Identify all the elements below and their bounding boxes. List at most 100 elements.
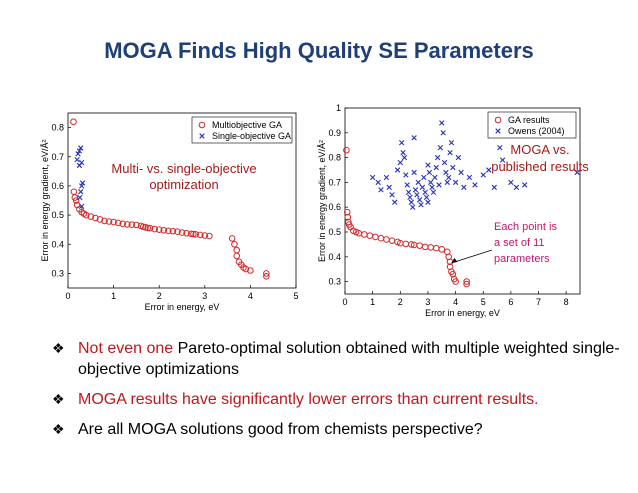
annotation-text: Multi- vs. single-objective (111, 161, 256, 176)
data-point (187, 230, 195, 238)
bullet-item: ❖ MOGA results have significantly lower e… (52, 389, 632, 410)
data-point (105, 218, 113, 225)
data-point (461, 184, 467, 191)
data-point (441, 159, 448, 166)
data-point (201, 232, 209, 239)
y-axis-label: Error in energy gradient, eV/Å² (317, 140, 327, 262)
bullet-list: ❖ Not even one Pareto-optimal solution ob… (52, 338, 632, 449)
data-point (425, 199, 431, 205)
legend-label: Owens (2004) (508, 126, 565, 136)
legend-box (487, 111, 577, 139)
data-point (432, 174, 438, 181)
x-tick-label: 3 (425, 297, 430, 307)
data-point (437, 144, 444, 151)
data-point (133, 221, 140, 229)
data-point (233, 252, 241, 260)
data-point (76, 162, 83, 169)
data-point (78, 189, 84, 195)
data-point (92, 214, 99, 222)
data-point (421, 174, 427, 181)
data-point (499, 157, 506, 163)
data-point (405, 189, 412, 196)
data-point (400, 149, 406, 156)
data-point (228, 235, 236, 242)
bullet-text: Are all MOGA solutions good from chemist… (78, 421, 483, 438)
legend-box (191, 116, 293, 144)
data-point (445, 174, 452, 181)
x-axis-label: Error in energy, eV (425, 308, 500, 318)
data-point (190, 230, 197, 238)
data-point (375, 179, 381, 186)
x-tick-label: 5 (481, 297, 486, 307)
bullet-text: MOGA results have significantly lower er… (78, 391, 539, 408)
data-point (151, 225, 158, 233)
y-tick-label: 0.5 (51, 210, 64, 220)
data-point (443, 169, 449, 176)
data-point (463, 280, 470, 288)
data-point (77, 194, 83, 201)
data-point (439, 120, 445, 126)
data-point (76, 148, 83, 154)
data-point (416, 197, 423, 203)
data-point (110, 218, 117, 226)
data-point (144, 224, 152, 232)
y-tick-label: 0.7 (51, 152, 64, 162)
data-point (343, 208, 351, 216)
x-tick-label: 2 (157, 291, 162, 301)
x-tick-label: 1 (370, 297, 375, 307)
data-point (343, 146, 350, 154)
data-point (383, 174, 390, 181)
x-tick-label: 8 (564, 297, 569, 307)
diamond-bullet-icon: ❖ (52, 391, 65, 407)
data-point (392, 199, 398, 205)
data-point (389, 192, 395, 198)
slide-title: MOGA Finds High Quality SE Parameters (104, 38, 534, 63)
data-point (415, 179, 421, 186)
callout-box (488, 216, 566, 268)
chart-moga-vs-published: 0 1 2 3 4 5 6 7 8 0.3 0.4 0.5 0.6 0.7 0.8 0.9 1 Error in … (317, 103, 589, 318)
legend-marker (495, 128, 501, 134)
callout-text: a set of 11 (494, 237, 545, 249)
data-point (412, 187, 419, 193)
data-point (242, 265, 250, 273)
annotation-text: optimization (149, 177, 218, 192)
data-point (508, 179, 514, 186)
y-tick-label: 0.3 (51, 268, 64, 278)
data-point (369, 174, 376, 181)
annotation-text: MOGA vs. (510, 142, 569, 157)
data-point (434, 154, 441, 161)
bullet-item: ❖ Not even one Pareto-optimal solution ob… (52, 338, 632, 380)
data-point (411, 135, 417, 141)
data-point (466, 174, 473, 181)
legend-marker (199, 133, 205, 139)
legend-label: GA results (508, 115, 550, 125)
callout-text: Each point is (494, 221, 557, 233)
data-point (411, 169, 417, 176)
data-point (192, 231, 199, 238)
x-tick-label: 2 (398, 297, 403, 307)
data-point (401, 154, 408, 161)
data-point (174, 228, 181, 236)
data-point (426, 169, 433, 176)
x-tick-label: 7 (536, 297, 541, 307)
legend-marker (198, 121, 206, 129)
diamond-bullet-icon: ❖ (52, 340, 65, 356)
data-point (70, 118, 77, 126)
data-point (160, 226, 168, 234)
data-point (87, 213, 95, 220)
arrow-head-icon (451, 258, 458, 263)
data-point (178, 229, 186, 236)
data-point (450, 164, 456, 171)
data-point (231, 240, 238, 248)
data-point (101, 217, 108, 225)
series-multiobjective-ga (70, 118, 270, 280)
data-point (96, 216, 104, 223)
legend-label: Multiobjective GA (212, 120, 282, 130)
legend-label: Single-objective GA (212, 131, 291, 141)
data-point (78, 183, 85, 189)
data-point (419, 184, 426, 191)
data-point (438, 246, 446, 253)
x-tick-label: 4 (248, 291, 253, 301)
data-point (72, 197, 80, 204)
